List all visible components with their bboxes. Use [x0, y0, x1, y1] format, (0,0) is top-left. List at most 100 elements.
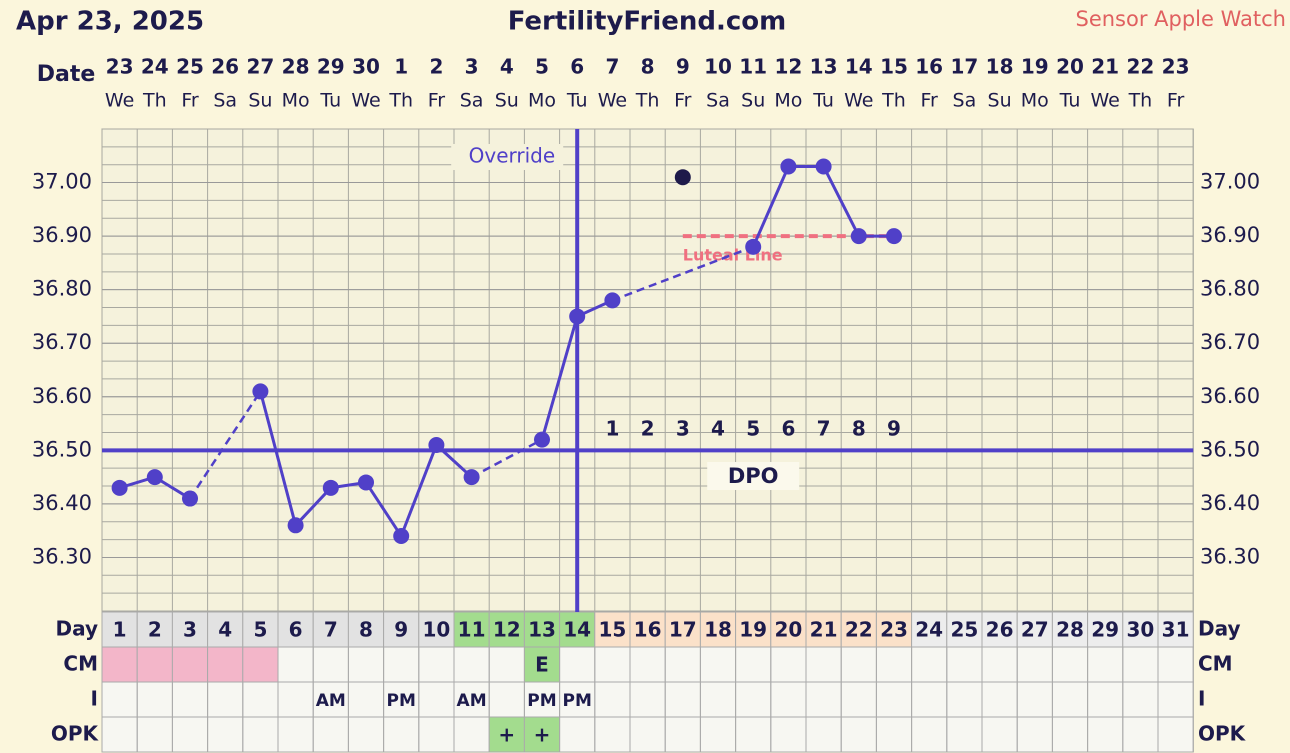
weekday-label: We [844, 90, 873, 112]
row-label: CM [63, 652, 98, 676]
dpo-number: 7 [817, 417, 831, 441]
weekday-label: Fr [428, 90, 446, 112]
weekday-label: Tu [566, 90, 588, 112]
date-label: 25 [176, 55, 204, 79]
y-tick-label: 36.80 [32, 277, 92, 301]
date-label: 16 [915, 55, 943, 79]
date-label: 26 [211, 55, 239, 79]
weekday-label: Mo [1021, 90, 1049, 112]
row-label: OPK [51, 722, 100, 746]
weekday-label: Sa [460, 90, 484, 112]
temp-gap-line [188, 390, 262, 500]
temp-point [252, 383, 269, 400]
date-label: 20 [1056, 55, 1084, 79]
row-label: Day [55, 617, 98, 641]
cell-text: 3 [183, 618, 197, 642]
y-tick-label-right: 36.90 [1200, 223, 1260, 247]
temp-point [569, 308, 586, 325]
cell-text: 25 [950, 618, 978, 642]
table-cell [594, 611, 631, 648]
date-label: 1 [394, 55, 408, 79]
temp-point [182, 490, 198, 507]
weekday-label: Th [142, 90, 167, 112]
temp-point [463, 469, 480, 486]
temp-gap-line [471, 438, 543, 479]
table-cell [981, 611, 1018, 648]
cell-text: 24 [915, 618, 943, 642]
table-cell [312, 611, 349, 648]
cell-text: 26 [986, 618, 1014, 642]
cell-text: 1 [113, 618, 127, 642]
cell-text: 11 [458, 618, 486, 642]
cell-text: 23 [880, 618, 908, 642]
table-cell [242, 646, 279, 683]
date-label: 3 [465, 55, 479, 79]
temp-point [393, 528, 410, 545]
cell-text: 14 [563, 618, 591, 642]
cell-text: 22 [845, 618, 873, 642]
weekday-label: Mo [282, 90, 310, 112]
temp-point [604, 292, 621, 309]
weekday-label: Th [388, 90, 413, 112]
date-label: 19 [1021, 55, 1049, 79]
weekday-label: We [351, 90, 380, 112]
date-label: 5 [535, 55, 549, 79]
date-label: 29 [317, 55, 345, 79]
date-label: 23 [1162, 55, 1190, 79]
plot-area [101, 128, 1194, 612]
dpo-number: 2 [641, 417, 655, 441]
temp-point [534, 431, 550, 448]
table-cell [770, 611, 807, 648]
table-cell [1016, 611, 1053, 648]
site-title: FertilityFriend.com [508, 7, 787, 37]
row-label-right: Day [1198, 617, 1241, 641]
table-cell [664, 611, 701, 648]
date-label: 18 [986, 55, 1014, 79]
temp-point [815, 158, 832, 175]
sensor-label: Sensor Apple Watch [1076, 7, 1287, 31]
cell-text: 4 [218, 618, 232, 642]
date-label: 21 [1091, 55, 1119, 79]
weekday-label: Sa [706, 90, 730, 112]
cell-text: 18 [704, 618, 732, 642]
date-label: 6 [570, 55, 584, 79]
table-cell [805, 611, 842, 648]
table-cell [523, 646, 561, 683]
cell-text: AM [457, 691, 487, 711]
weekday-label: Tu [812, 90, 834, 112]
temp-point [428, 436, 445, 453]
cell-text: 27 [1021, 618, 1049, 642]
date-label: 27 [246, 55, 274, 79]
cell-text: 19 [739, 618, 767, 642]
override-label: Override [469, 144, 556, 168]
date-label: 30 [352, 55, 380, 79]
cell-text: 21 [810, 618, 838, 642]
dpo-label: DPO [728, 464, 779, 488]
cell-text: 17 [669, 618, 697, 642]
y-tick-label: 36.90 [32, 223, 92, 247]
temp-point [850, 228, 867, 245]
dpo-number: 6 [781, 417, 795, 441]
dpo-number: 9 [887, 417, 901, 441]
weekday-label: Tu [319, 90, 341, 112]
weekday-label: We [1091, 90, 1120, 112]
table-cell [101, 646, 138, 683]
cell-text: 7 [324, 618, 338, 642]
dpo-bg [707, 462, 800, 490]
table-cell [946, 611, 983, 648]
weekday-label: Su [741, 90, 765, 112]
weekday-label: Tu [1059, 90, 1081, 112]
dpo-number: 1 [605, 417, 619, 441]
dpo-number: 8 [852, 417, 866, 441]
cell-text: 31 [1162, 618, 1190, 642]
y-tick-label-right: 36.30 [1200, 544, 1260, 568]
cell-text: 30 [1126, 618, 1154, 642]
date-label: 14 [845, 55, 873, 79]
cell-text: 9 [394, 618, 408, 642]
weekday-label: Su [988, 90, 1012, 112]
row-label-right: I [1198, 687, 1205, 711]
table-cell [207, 646, 244, 683]
dpo-number: 3 [676, 417, 690, 441]
cell-text: 20 [774, 618, 802, 642]
chart-date: Apr 23, 2025 [16, 7, 204, 37]
